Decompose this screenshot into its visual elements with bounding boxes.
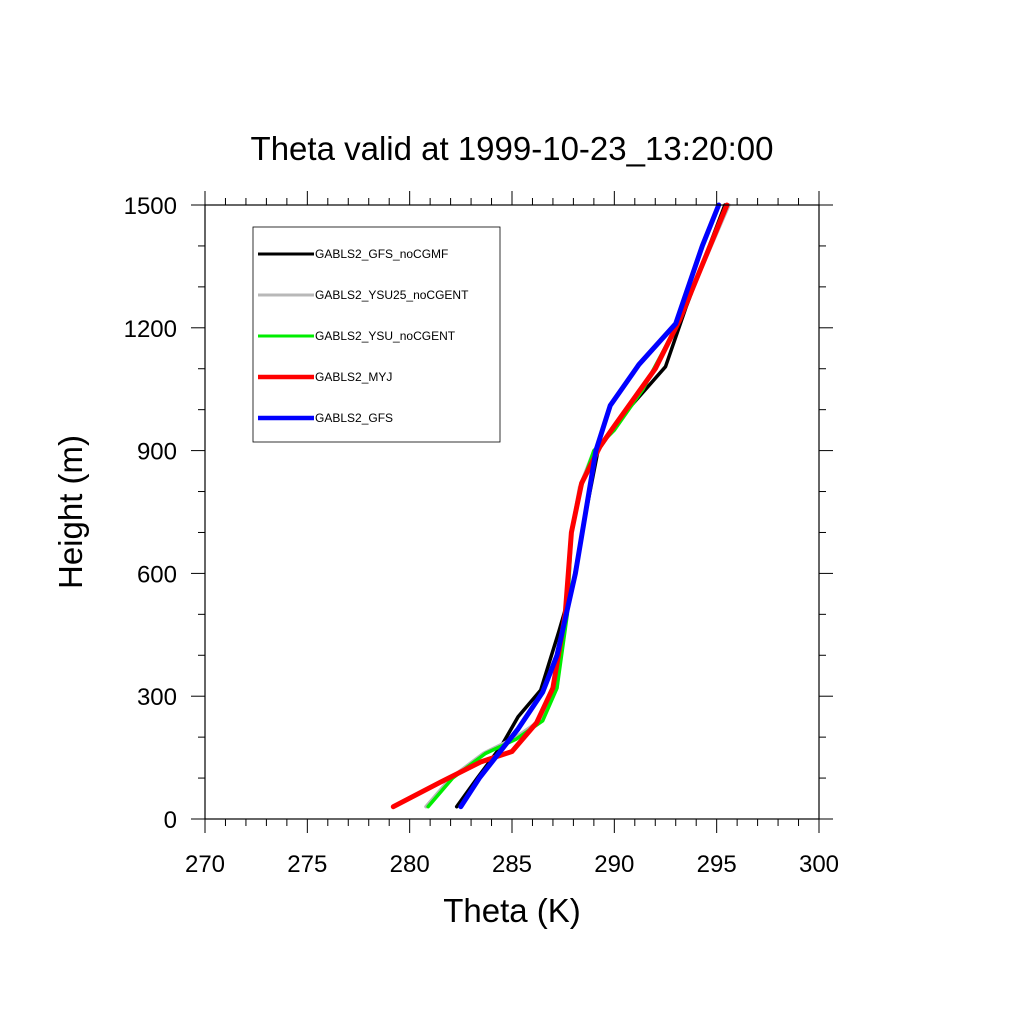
series-line-4 xyxy=(458,202,722,810)
y-tick-label: 0 xyxy=(164,807,177,834)
y-tick-label: 1500 xyxy=(124,193,177,220)
x-tick-label: 285 xyxy=(492,851,532,878)
x-axis-label: Theta (K) xyxy=(443,892,581,929)
x-tick-label: 295 xyxy=(697,851,737,878)
x-tick-label: 290 xyxy=(594,851,634,878)
y-tick-label: 900 xyxy=(137,439,177,466)
legend-label-0: GABLS2_GFS_noCGMF xyxy=(315,247,448,261)
x-tick-label: 280 xyxy=(390,851,430,878)
x-tick-label: 275 xyxy=(287,851,327,878)
x-tick-label: 270 xyxy=(185,851,225,878)
plot-lines xyxy=(390,202,731,810)
x-tick-label: 300 xyxy=(799,851,839,878)
y-tick-label: 1200 xyxy=(124,316,177,343)
legend-label-3: GABLS2_MYJ xyxy=(315,370,392,384)
legend-label-4: GABLS2_GFS xyxy=(315,411,393,425)
legend: GABLS2_GFS_noCGMF GABLS2_YSU25_noCGENT GAB… xyxy=(252,226,501,443)
y-tick-label: 300 xyxy=(137,684,177,711)
legend-label-2: GABLS2_YSU_noCGENT xyxy=(315,329,456,343)
series-line-3 xyxy=(390,202,730,810)
axis-ticks: 270 275 280 285 290 295 300 0 300 600 900 1200 1500 xyxy=(124,191,839,878)
y-axis-label: Height (m) xyxy=(52,435,89,589)
y-tick-label: 600 xyxy=(137,561,177,588)
legend-label-1: GABLS2_YSU25_noCGENT xyxy=(315,288,469,302)
chart-title: Theta valid at 1999-10-23_13:20:00 xyxy=(251,130,774,167)
